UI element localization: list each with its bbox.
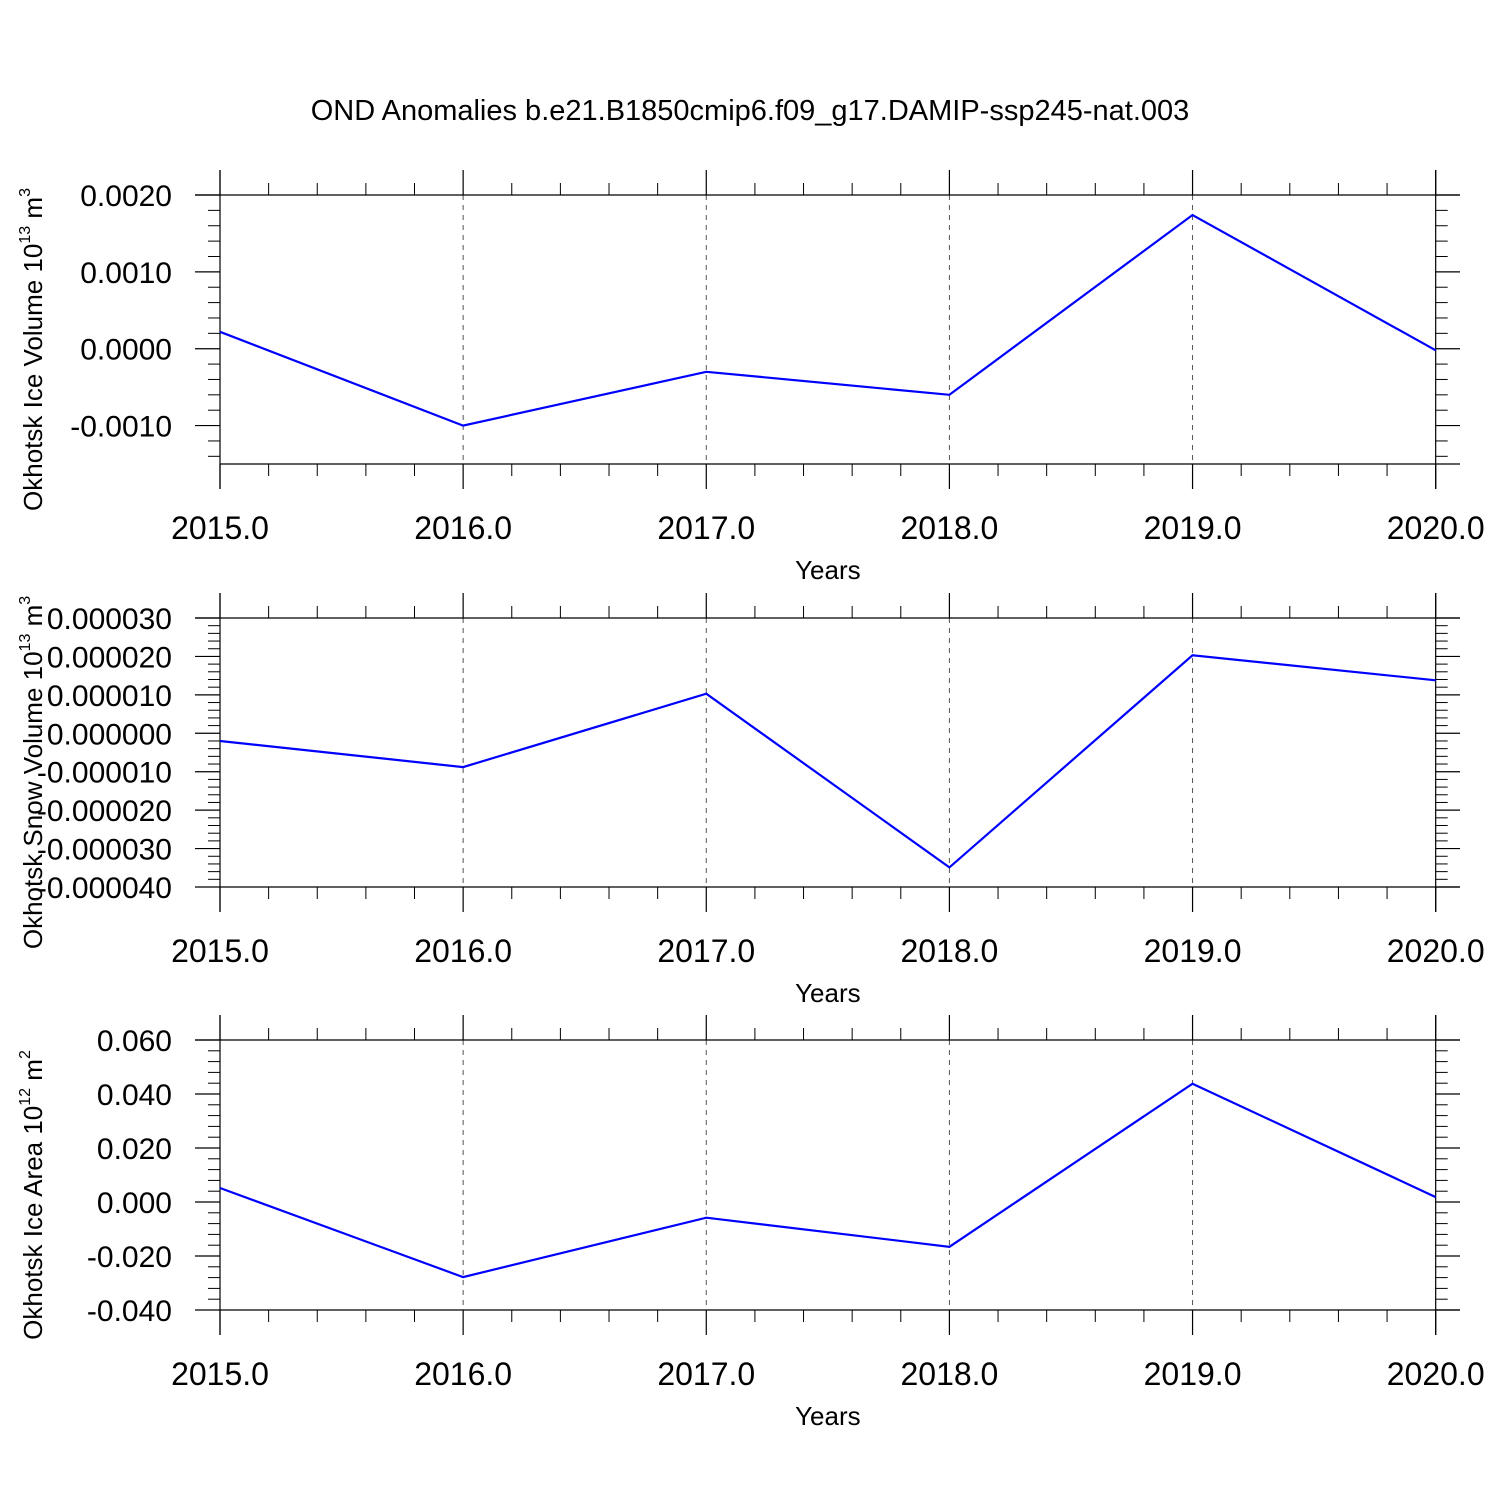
x-tick-label: 2016.0 [414,510,512,546]
x-tick-label: 2015.0 [171,510,269,546]
x-tick-label: 2020.0 [1387,510,1485,546]
y-tick-label: -0.000040 [37,872,172,905]
y-tick-label: 0.060 [97,1025,172,1058]
x-tick-label: 2017.0 [657,1356,755,1392]
x-tick-label: 2016.0 [414,1356,512,1392]
series-line [219,654,1436,869]
y-tick-label: 0.040 [97,1079,172,1112]
x-tick-label: 2017.0 [657,510,755,546]
panels: 2015.0 2016.0 2017.0 2018.0 2019.0 2020.0 -0.0… [17,170,1485,1431]
y-axis-label-part: 12 [17,1088,34,1106]
y-tick-label: -0.0010 [70,411,172,444]
y-tick-label: -0.040 [87,1295,172,1328]
x-tick-label: 2017.0 [657,933,755,969]
y-tick-label: 0.000030 [47,603,172,636]
y-axis-label-part: Okhotsk Ice Volume 10 [18,244,48,511]
x-tick-label: 2015.0 [171,933,269,969]
y-tick-label: 0.000 [97,1187,172,1220]
y-tick-label: -0.000010 [37,757,172,790]
y-tick-label: 0.0010 [80,257,172,290]
x-tick-label: 2018.0 [900,1356,998,1392]
x-tick-label: 2019.0 [1144,510,1242,546]
y-tick-label: -0.020 [87,1241,172,1274]
x-tick-label: 2015.0 [171,1356,269,1392]
y-axis-label-part: 3 [17,188,34,197]
y-tick-label: 0.020 [97,1133,172,1166]
y-tick-label: -0.000020 [37,795,172,828]
series-line [219,213,1437,427]
y-axis-label-part: Okhotsk Snow Volume 10 [18,651,48,949]
x-axis-label: Years [795,1401,861,1431]
x-tick-label: 2019.0 [1144,1356,1242,1392]
x-tick-label: 2016.0 [414,933,512,969]
y-tick-label: 0.000010 [47,680,172,713]
y-axis-label-part: 13 [17,226,34,244]
y-axis-label: Okhotsk Ice Volume 1013 m3 [17,188,48,511]
panel-2: 2015.0 2016.0 2017.0 2018.0 2019.0 2020.0 -0.0… [17,593,1485,1008]
y-axis-label: Okhotsk Ice Area 1012 m2 [17,1050,48,1340]
x-tick-label: 2018.0 [900,933,998,969]
x-tick-label: 2020.0 [1387,1356,1485,1392]
y-axis-label-part: 2 [17,1050,34,1059]
y-axis-label-part: 13 [17,634,34,652]
y-axis-label: Okhotsk Snow Volume 1013 m3 [17,596,48,949]
y-tick-label: 0.000000 [47,718,172,751]
panel-3: 2015.0 2016.0 2017.0 2018.0 2019.0 2020.0 -0.0… [17,1015,1485,1431]
y-tick-label: -0.000030 [37,834,172,867]
panel-1: 2015.0 2016.0 2017.0 2018.0 2019.0 2020.0 -0.0… [17,170,1485,585]
y-axis-label-part: m [18,197,48,226]
x-axis-label: Years [795,978,861,1008]
y-axis-label-part: 3 [17,596,34,605]
series-line [219,1082,1437,1279]
y-tick-label: 0.0020 [80,180,172,213]
y-tick-label: 0.000020 [47,641,172,674]
y-axis-label-part: m [18,1059,48,1088]
y-axis-label-part: m [18,605,48,634]
x-tick-label: 2019.0 [1144,933,1242,969]
x-axis-label: Years [795,555,861,585]
y-axis-label-part: Okhotsk Ice Area 10 [18,1106,48,1340]
figure-title: OND Anomalies b.e21.B1850cmip6.f09_g17.D… [311,95,1190,127]
x-tick-label: 2020.0 [1387,933,1485,969]
x-tick-label: 2018.0 [900,510,998,546]
y-tick-label: 0.0000 [80,334,172,367]
